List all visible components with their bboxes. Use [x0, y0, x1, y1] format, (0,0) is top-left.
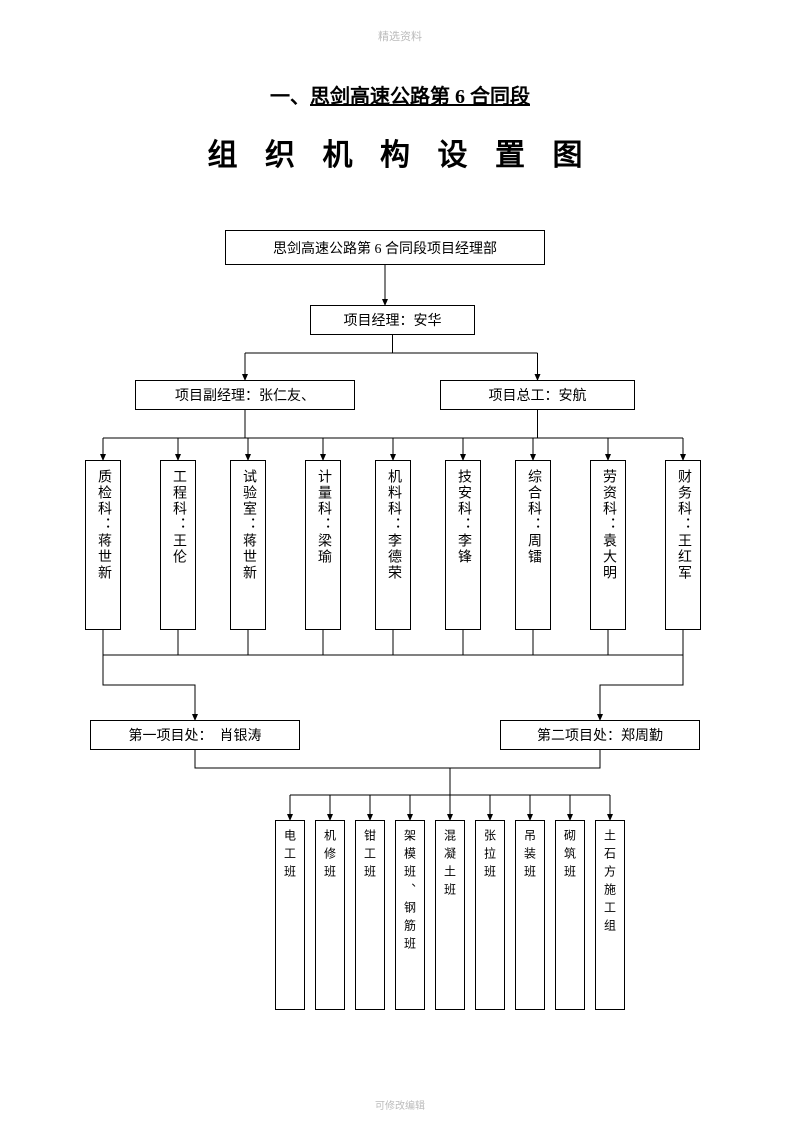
node-team-0: 电工班: [275, 820, 305, 1010]
node-project-right: 第二项目处：郑周勤: [500, 720, 700, 750]
header-watermark: 精选资料: [378, 28, 422, 44]
node-dept-6: 综合科：周镭: [515, 460, 551, 630]
title-prefix: 一、: [270, 86, 310, 108]
title-line-2: 组 织 机 构 设 置 图: [208, 130, 593, 174]
node-team-1: 机修班: [315, 820, 345, 1010]
node-pm: 项目经理：安华: [310, 305, 475, 335]
node-team-2: 钳工班: [355, 820, 385, 1010]
node-team-4: 混凝土班: [435, 820, 465, 1010]
title-line-1: 一、思剑高速公路第 6 合同段: [270, 80, 530, 109]
title-underline: 思剑高速公路第 6 合同段: [310, 86, 530, 108]
node-dept-0: 质检科：蒋世新: [85, 460, 121, 630]
node-team-6: 吊装班: [515, 820, 545, 1010]
node-root: 思剑高速公路第 6 合同段项目经理部: [225, 230, 545, 265]
node-team-3: 架模班、钢筋班: [395, 820, 425, 1010]
node-team-5: 张拉班: [475, 820, 505, 1010]
node-dept-2: 试验室：蒋世新: [230, 460, 266, 630]
node-deputy-right: 项目总工：安航: [440, 380, 635, 410]
node-deputy-left: 项目副经理：张仁友、: [135, 380, 355, 410]
node-dept-1: 工程科：王伦: [160, 460, 196, 630]
node-dept-8: 财务科：王红军: [665, 460, 701, 630]
node-dept-4: 机料科：李德荣: [375, 460, 411, 630]
page: 精选资料 可修改编辑 一、思剑高速公路第 6 合同段 组 织 机 构 设 置 图…: [0, 0, 800, 1132]
node-dept-3: 计量科：梁瑜: [305, 460, 341, 630]
node-project-left: 第一项目处： 肖银涛: [90, 720, 300, 750]
node-dept-7: 劳资科：袁大明: [590, 460, 626, 630]
node-dept-5: 技安科：李锋: [445, 460, 481, 630]
node-team-8: 土石方施工组: [595, 820, 625, 1010]
node-team-7: 砌筑班: [555, 820, 585, 1010]
footer-watermark: 可修改编辑: [375, 1097, 425, 1112]
